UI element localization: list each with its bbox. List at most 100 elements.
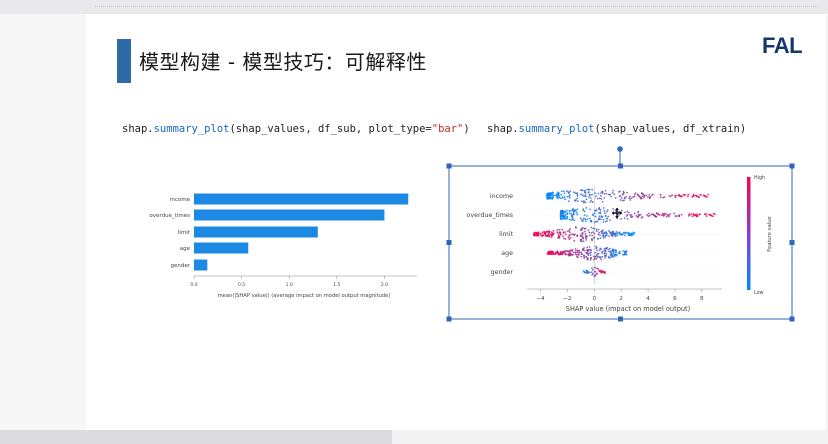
bee-point <box>625 250 628 253</box>
bee-point <box>680 213 683 216</box>
bee-point <box>629 214 632 216</box>
bee-point <box>688 213 691 215</box>
bee-point <box>594 192 596 195</box>
bee-point <box>606 246 609 249</box>
bee-point <box>559 233 562 236</box>
bee-point <box>605 231 608 234</box>
bee-point <box>592 214 595 217</box>
resize-handle[interactable] <box>446 163 452 169</box>
bee-point <box>586 235 589 238</box>
bee-point <box>585 255 588 258</box>
rotate-handle[interactable] <box>617 146 623 152</box>
bee-point <box>603 252 606 255</box>
horizontal-scrollbar[interactable] <box>0 430 392 444</box>
bee-point <box>580 200 583 203</box>
bee-point <box>599 212 602 215</box>
bee-point <box>568 254 570 257</box>
bee-point <box>542 234 544 237</box>
bee-point <box>595 230 598 233</box>
bee-point <box>702 194 705 197</box>
bee-point <box>564 250 566 253</box>
bee-point <box>585 238 588 241</box>
bee-point <box>569 249 571 252</box>
resize-handle[interactable] <box>789 316 795 322</box>
bee-point <box>576 212 578 214</box>
bee-point <box>632 196 634 198</box>
bee-point <box>593 236 596 239</box>
bee-point <box>537 234 539 237</box>
bee-point <box>600 192 602 194</box>
bee-point <box>581 233 584 236</box>
bee-point <box>588 231 591 234</box>
resize-handle[interactable] <box>789 240 795 245</box>
bee-point <box>623 197 626 200</box>
bar-gender <box>194 259 208 271</box>
selection-frame[interactable] <box>446 146 795 322</box>
bee-point <box>574 253 577 256</box>
bee-point <box>678 215 680 218</box>
bee-point <box>558 236 561 239</box>
bee-point <box>646 214 648 216</box>
bee-point <box>595 246 598 249</box>
resize-handle[interactable] <box>446 316 452 322</box>
bee-point <box>603 192 606 195</box>
bee-point <box>590 231 593 234</box>
colorbar-high-label: High <box>754 175 765 181</box>
bee-point <box>625 195 628 198</box>
bee-point <box>597 268 600 271</box>
bee-point <box>598 249 601 252</box>
bee-point <box>648 197 651 200</box>
bee-point <box>585 269 588 272</box>
bee-point <box>563 196 566 199</box>
bee-point <box>590 199 593 202</box>
bee-point <box>604 189 607 192</box>
bar-label-overdue_times: overdue_times <box>149 213 190 219</box>
bee-point <box>611 250 614 252</box>
bee-point <box>593 257 596 260</box>
bee-point <box>569 209 571 212</box>
bee-point <box>608 247 611 250</box>
bee-point <box>594 266 597 269</box>
bee-point <box>652 213 654 216</box>
resize-handle[interactable] <box>789 163 795 169</box>
bee-point <box>611 234 613 237</box>
resize-handle[interactable] <box>446 240 452 245</box>
bee-point <box>618 210 620 213</box>
bee-point <box>599 234 601 237</box>
bee-point <box>576 197 579 200</box>
bee-label-overdue_times: overdue_times <box>467 212 513 219</box>
bee-point <box>573 233 576 236</box>
bee-point <box>591 267 593 270</box>
bee-point <box>569 190 572 193</box>
bee-point <box>574 251 577 254</box>
bee-point <box>655 215 658 218</box>
bee-label-income: income <box>490 193 513 200</box>
bee-point <box>687 193 690 196</box>
bee-point <box>592 269 594 271</box>
resize-handle[interactable] <box>618 316 623 322</box>
bee-point <box>585 198 588 201</box>
bee-point <box>650 213 653 216</box>
bee-point <box>577 251 580 253</box>
bee-tick-label: 4 <box>646 296 650 302</box>
bee-point <box>603 209 606 212</box>
bee-point <box>600 215 603 218</box>
bee-point <box>605 210 608 213</box>
bee-point <box>699 213 701 216</box>
code-snippet-bar: shap.summary_plot(shap_values, df_sub, p… <box>122 123 470 135</box>
bee-point <box>550 193 552 196</box>
bee-point <box>570 233 572 236</box>
resize-handle[interactable] <box>618 163 623 169</box>
bee-point <box>605 192 608 195</box>
bee-point <box>557 236 559 239</box>
bee-point <box>579 217 582 220</box>
bee-point <box>626 213 629 216</box>
bee-point <box>581 220 584 223</box>
bee-point <box>599 247 602 250</box>
bee-point <box>600 252 603 254</box>
bee-point <box>576 213 579 216</box>
bee-tick-label: 8 <box>700 296 704 302</box>
bee-point <box>706 196 708 198</box>
bee-point <box>684 194 686 196</box>
bee-point <box>602 207 605 209</box>
